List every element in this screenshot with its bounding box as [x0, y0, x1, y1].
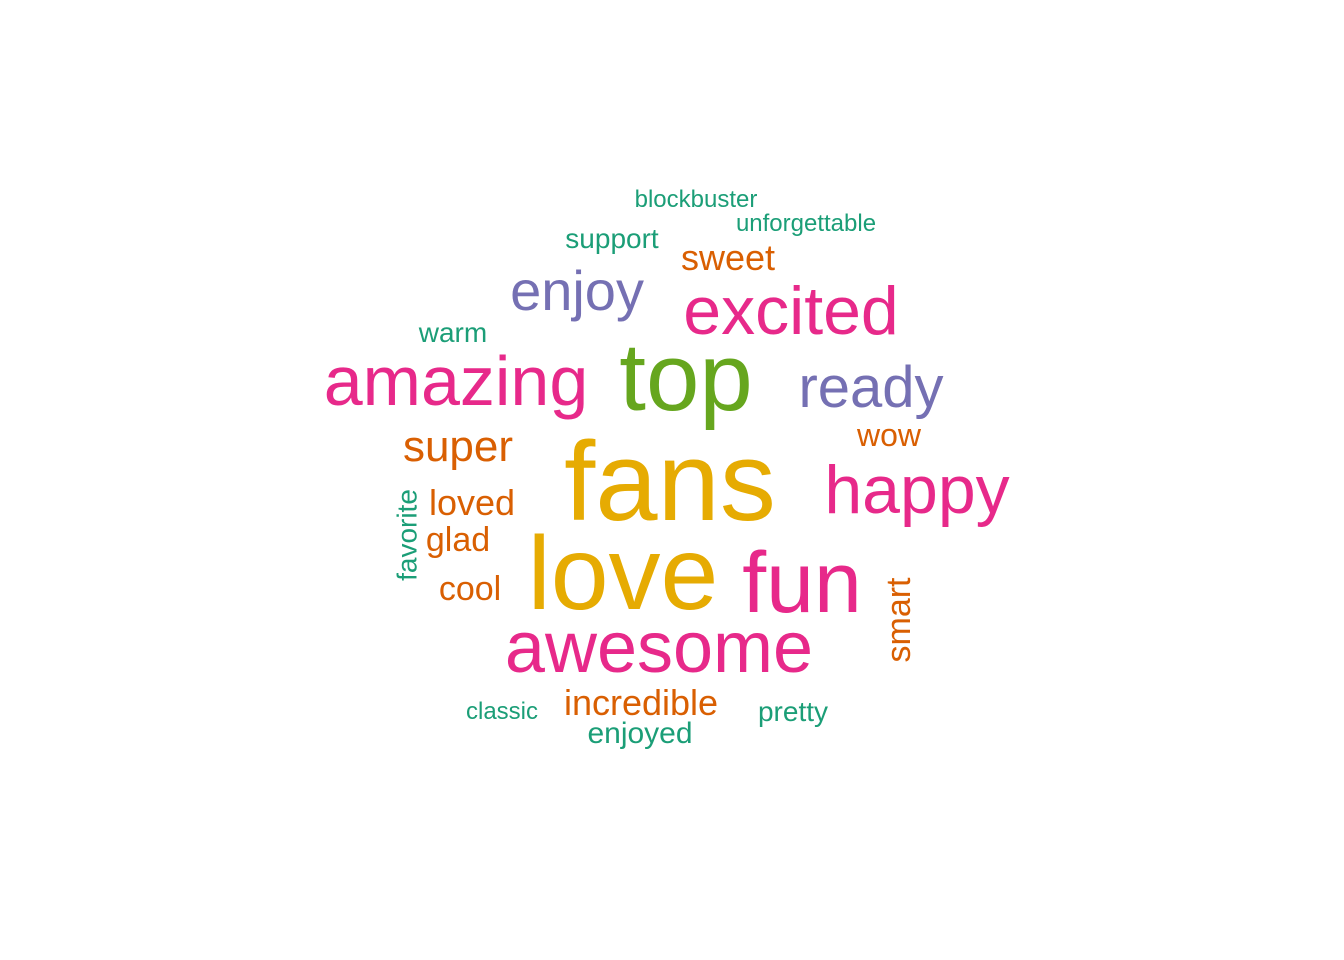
word-blockbuster: blockbuster: [635, 186, 758, 213]
word-glad: glad: [426, 521, 490, 559]
word-pretty: pretty: [758, 696, 828, 727]
word-sweet: sweet: [681, 237, 775, 278]
word-unforgettable: unforgettable: [736, 210, 876, 237]
word-amazing: amazing: [324, 342, 589, 420]
word-awesome: awesome: [505, 608, 813, 688]
word-happy: happy: [824, 452, 1009, 528]
word-favorite: favorite: [392, 489, 423, 581]
word-incredible: incredible: [564, 682, 718, 723]
word-top: top: [619, 324, 752, 431]
word-love: love: [528, 516, 719, 632]
word-fans: fans: [564, 419, 776, 544]
word-fun: fun: [742, 535, 862, 631]
word-smart: smart: [880, 577, 918, 663]
word-warm: warm: [418, 317, 487, 348]
word-classic: classic: [466, 698, 538, 725]
word-super: super: [403, 422, 513, 471]
word-support: support: [565, 223, 659, 254]
word-cool: cool: [439, 570, 501, 608]
word-enjoyed: enjoyed: [587, 717, 692, 750]
word-ready: ready: [798, 355, 943, 420]
word-enjoy: enjoy: [510, 259, 644, 322]
word-wow: wow: [856, 417, 922, 453]
word-loved: loved: [429, 482, 515, 523]
word-excited: excited: [683, 273, 898, 349]
